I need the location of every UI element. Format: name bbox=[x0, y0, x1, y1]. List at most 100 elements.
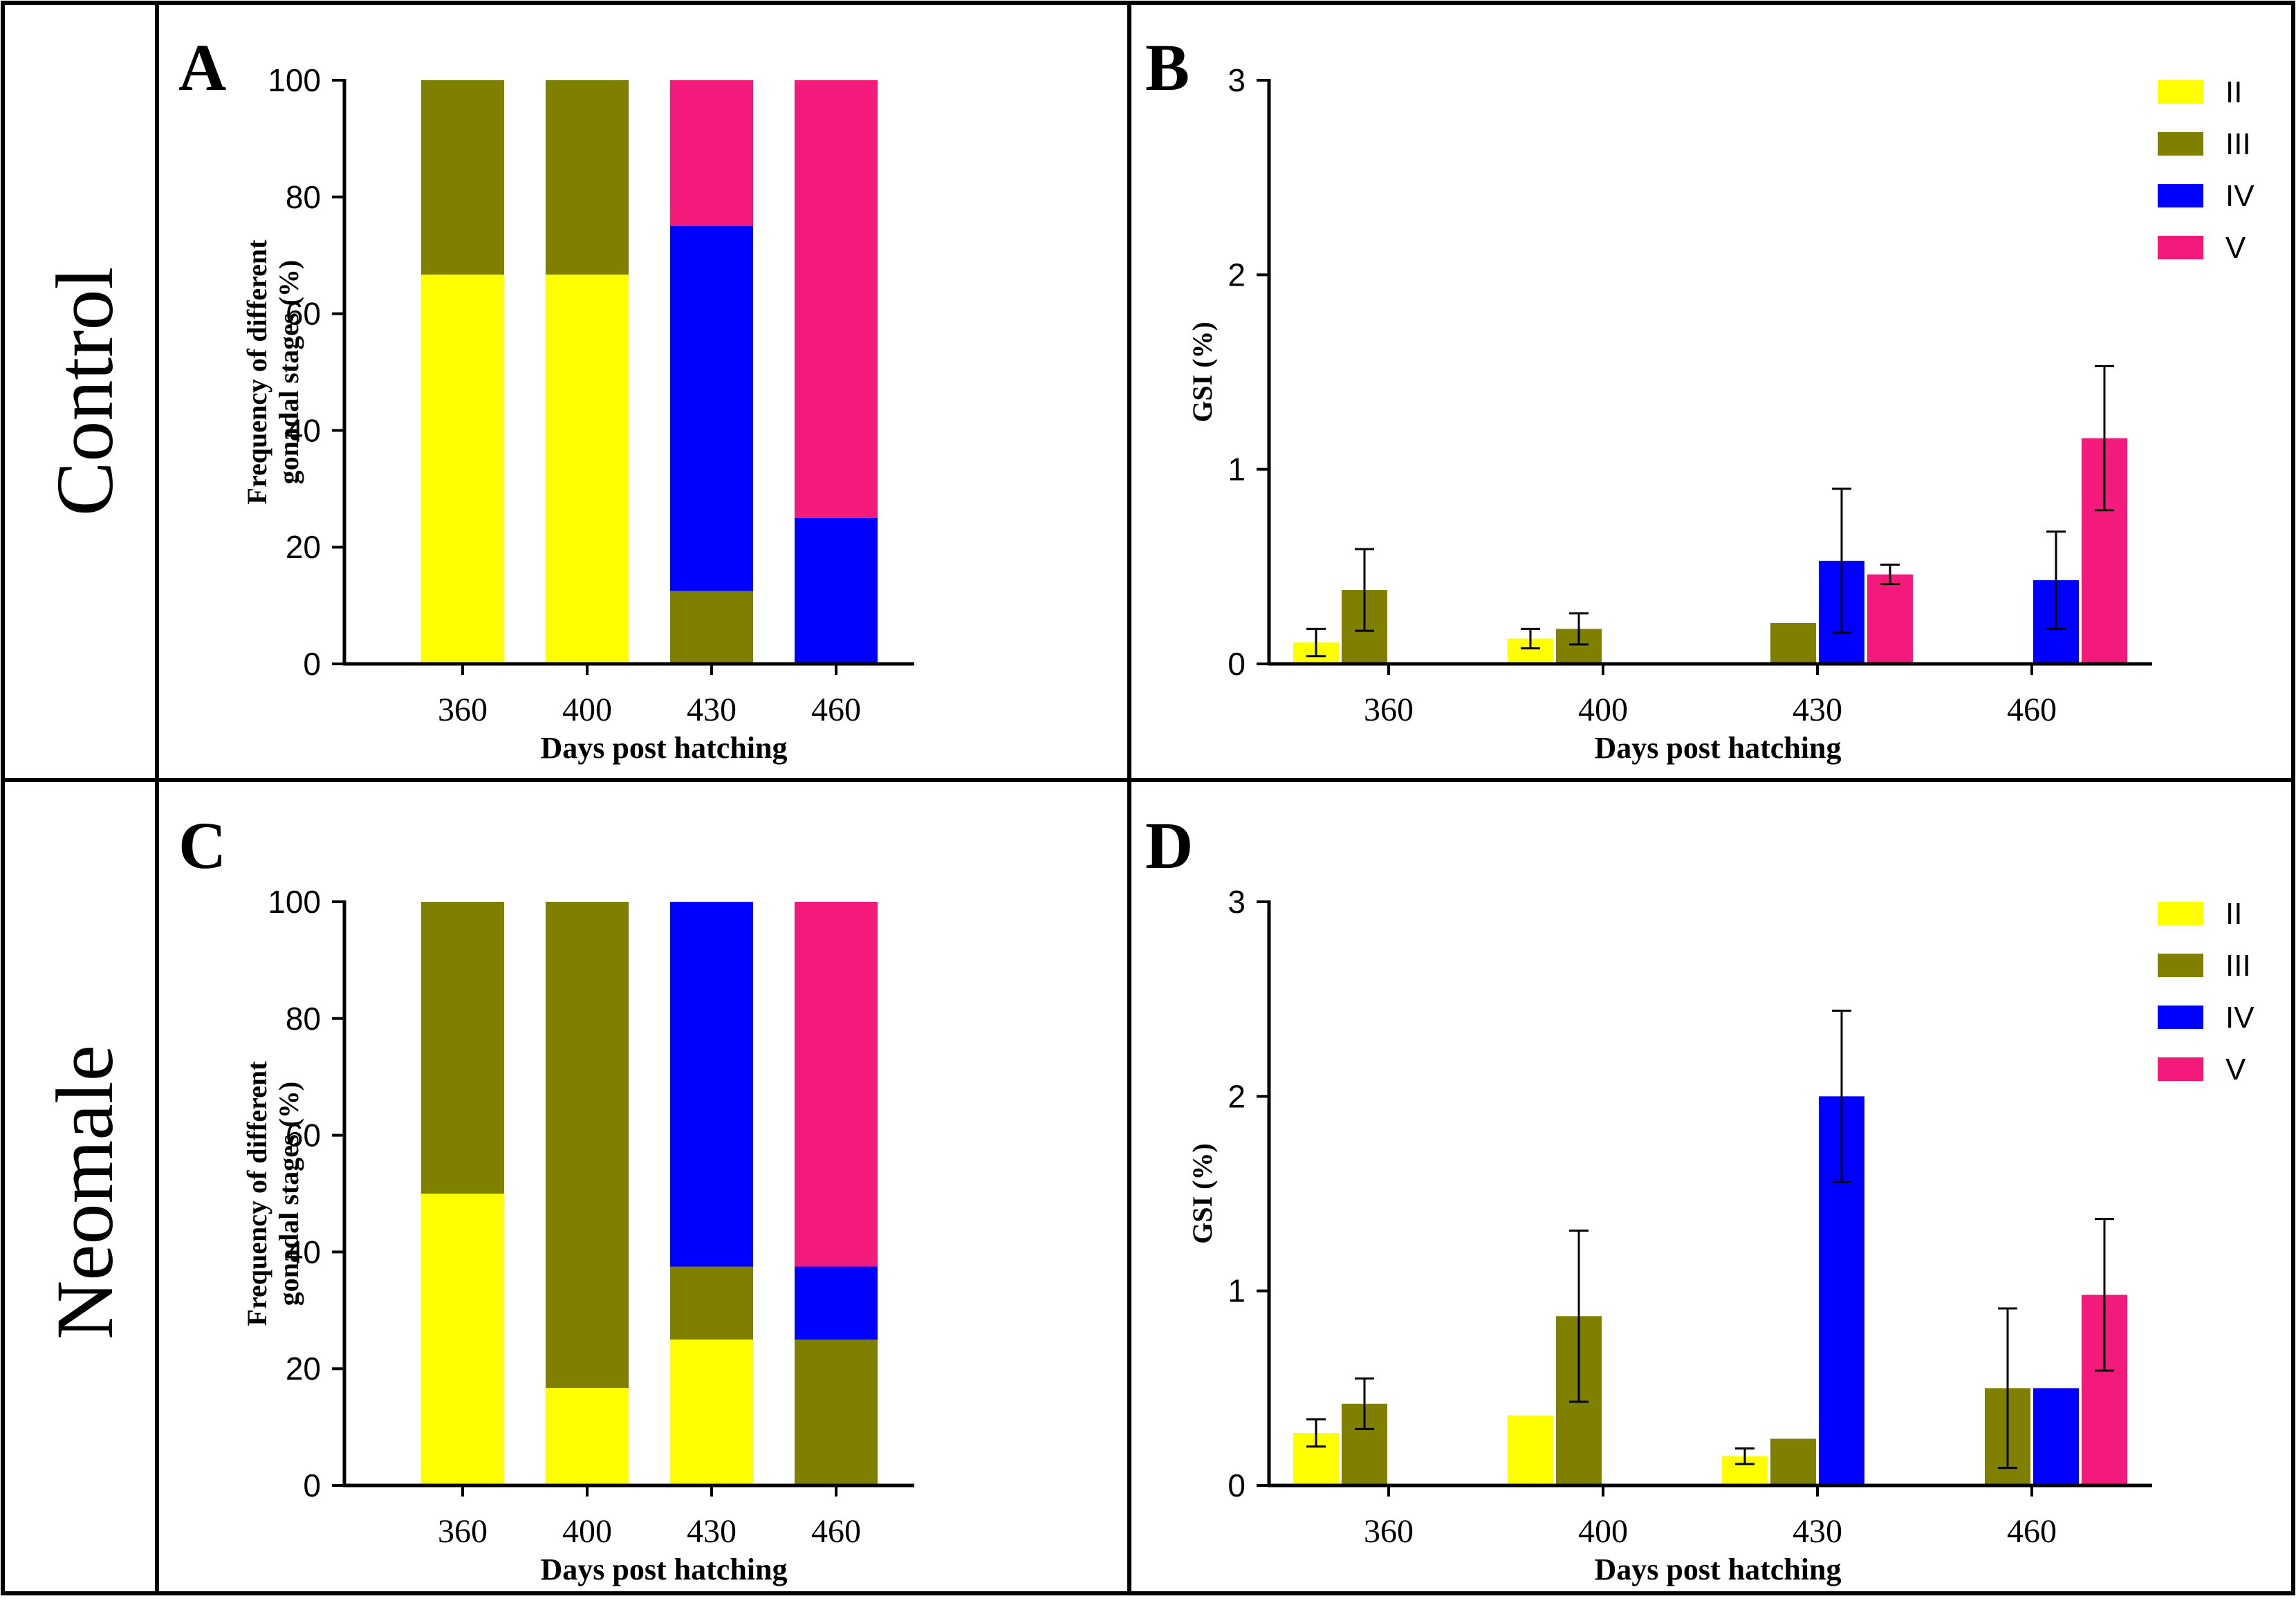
bar-III-360 bbox=[421, 80, 504, 275]
chart-panel-c: 360 400 430 460 0 20 40 60 80 100 Days post hatchi… bbox=[241, 884, 914, 1586]
panel-letter-b: B bbox=[1145, 30, 1189, 104]
x-tick-label-460: 460 bbox=[811, 1513, 861, 1550]
legend-swatch-IV bbox=[2158, 184, 2203, 207]
chart-panel-a: 360 400 430 460 0 20 40 60 80 100 Days post hatchi… bbox=[241, 62, 914, 765]
x-axis-label: Days post hatching bbox=[1595, 731, 1842, 765]
legend-label-V: V bbox=[2225, 231, 2246, 265]
y-tick-label-2: 2 bbox=[1228, 1078, 1246, 1114]
legend-label-III: III bbox=[2225, 127, 2251, 161]
bar-II-430 bbox=[670, 1340, 753, 1485]
bar-III-430 bbox=[1770, 622, 1816, 664]
y-tick-label-3: 3 bbox=[1228, 62, 1246, 98]
chart-panel-b: 360 400 430 460 0 1 2 3 Days post hatching GSI (%… bbox=[1187, 62, 2255, 765]
legend-swatch-III bbox=[2158, 132, 2203, 156]
legend-swatch-III bbox=[2158, 954, 2203, 977]
bar-III-430 bbox=[670, 1266, 753, 1340]
y-axis-label: GSI (%) bbox=[1187, 322, 1218, 423]
bar-III-400 bbox=[546, 80, 629, 275]
legend-label-V: V bbox=[2225, 1053, 2246, 1086]
y-tick-label-20: 20 bbox=[286, 1351, 321, 1387]
y-axis-label: Frequency of differentgonadal stages (%) bbox=[241, 1061, 304, 1326]
x-tick-label-400: 400 bbox=[1578, 1513, 1628, 1550]
x-tick-label-360: 360 bbox=[438, 1513, 488, 1550]
bar-IV-460 bbox=[795, 518, 878, 664]
bar-IV-430 bbox=[670, 902, 753, 1267]
y-tick-label-1: 1 bbox=[1228, 452, 1246, 488]
legend-label-II: II bbox=[2225, 897, 2242, 931]
x-axis-label: Days post hatching bbox=[1595, 1553, 1842, 1586]
y-tick-label-80: 80 bbox=[286, 179, 321, 215]
legend-swatch-V bbox=[2158, 236, 2203, 259]
x-tick-label-360: 360 bbox=[1364, 1513, 1414, 1550]
bar-IV-430 bbox=[670, 226, 753, 591]
y-tick-label-40: 40 bbox=[286, 412, 321, 448]
x-tick-label-400: 400 bbox=[562, 692, 612, 728]
bar-V-460 bbox=[795, 80, 878, 518]
x-axis-label: Days post hatching bbox=[541, 1553, 788, 1586]
bar-II-400 bbox=[1508, 1415, 1553, 1485]
x-tick-label-460: 460 bbox=[2007, 692, 2057, 728]
y-tick-label-3: 3 bbox=[1228, 884, 1246, 920]
y-tick-label-100: 100 bbox=[268, 62, 321, 98]
y-tick-label-2: 2 bbox=[1228, 257, 1246, 293]
bar-II-360 bbox=[421, 275, 504, 664]
x-tick-label-430: 430 bbox=[687, 692, 737, 728]
panel-letter-c: C bbox=[178, 808, 226, 882]
x-tick-label-360: 360 bbox=[1364, 692, 1414, 728]
x-tick-label-360: 360 bbox=[438, 692, 488, 728]
bar-II-400 bbox=[546, 1388, 629, 1485]
bar-V-460 bbox=[795, 902, 878, 1267]
bar-III-430 bbox=[670, 591, 753, 664]
bar-III-460 bbox=[795, 1340, 878, 1485]
x-tick-label-400: 400 bbox=[1578, 692, 1628, 728]
row-label-control: Control bbox=[39, 267, 130, 517]
y-axis-label-line-2: gonadal stages (%) bbox=[273, 260, 304, 484]
y-axis-label-line-1: Frequency of different bbox=[241, 1061, 272, 1326]
y-axis-label-line-2: gonadal stages (%) bbox=[273, 1082, 304, 1306]
y-axis-label: Frequency of differentgonadal stages (%) bbox=[241, 239, 304, 505]
y-tick-label-0: 0 bbox=[1228, 646, 1246, 682]
y-tick-label-0: 0 bbox=[303, 646, 321, 682]
x-tick-label-460: 460 bbox=[811, 692, 861, 728]
legend-swatch-IV bbox=[2158, 1006, 2203, 1029]
panel-letter-a: A bbox=[178, 30, 226, 104]
y-axis-label: GSI (%) bbox=[1187, 1143, 1218, 1244]
bar-III-430 bbox=[1770, 1438, 1816, 1485]
y-tick-label-60: 60 bbox=[286, 296, 321, 332]
x-axis-label: Days post hatching bbox=[541, 731, 788, 765]
bar-II-400 bbox=[546, 275, 629, 664]
bar-V-430 bbox=[1867, 574, 1913, 664]
bar-III-360 bbox=[421, 902, 504, 1194]
x-tick-label-400: 400 bbox=[562, 1513, 612, 1550]
legend-swatch-II bbox=[2158, 80, 2203, 104]
bar-III-400 bbox=[546, 902, 629, 1389]
legend-label-IV: IV bbox=[2225, 1001, 2255, 1035]
legend-swatch-II bbox=[2158, 902, 2203, 925]
legend-label-IV: IV bbox=[2225, 179, 2255, 213]
y-tick-label-60: 60 bbox=[286, 1118, 321, 1154]
x-tick-label-430: 430 bbox=[687, 1513, 737, 1550]
y-tick-label-0: 0 bbox=[303, 1467, 321, 1503]
y-tick-label-20: 20 bbox=[286, 529, 321, 565]
row-label-neomale: Neomale bbox=[39, 1045, 130, 1340]
y-axis-label-line-1: Frequency of different bbox=[241, 239, 272, 505]
panel-letter-d: D bbox=[1145, 808, 1193, 882]
x-tick-label-430: 430 bbox=[1793, 692, 1842, 728]
bar-IV-460 bbox=[795, 1266, 878, 1340]
bar-II-360 bbox=[421, 1194, 504, 1485]
y-tick-label-0: 0 bbox=[1228, 1467, 1246, 1503]
legend-label-III: III bbox=[2225, 949, 2251, 983]
bar-V-430 bbox=[670, 80, 753, 226]
bar-IV-460 bbox=[2033, 1388, 2079, 1485]
y-tick-label-40: 40 bbox=[286, 1234, 321, 1270]
y-tick-label-1: 1 bbox=[1228, 1273, 1246, 1309]
legend-label-II: II bbox=[2225, 75, 2242, 109]
chart-panel-d: 360 400 430 460 0 1 2 3 Days post hatching GSI (%… bbox=[1187, 884, 2255, 1586]
x-tick-label-430: 430 bbox=[1793, 1513, 1842, 1550]
legend-swatch-V bbox=[2158, 1057, 2203, 1081]
x-tick-label-460: 460 bbox=[2007, 1513, 2057, 1550]
y-tick-label-80: 80 bbox=[286, 1001, 321, 1037]
y-tick-label-100: 100 bbox=[268, 884, 321, 920]
